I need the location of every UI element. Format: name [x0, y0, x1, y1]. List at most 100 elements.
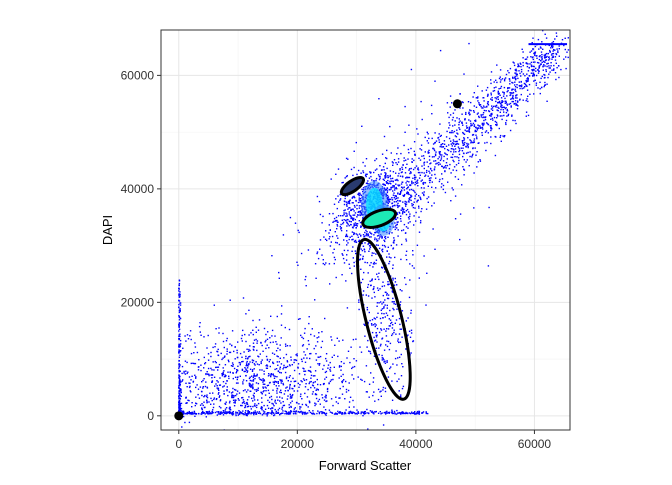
data-point	[227, 412, 229, 414]
data-point	[439, 123, 441, 125]
data-point	[178, 309, 181, 312]
data-point	[506, 108, 508, 111]
data-point	[462, 147, 464, 149]
data-point	[410, 195, 413, 197]
data-point	[357, 411, 359, 414]
data-point	[477, 85, 479, 87]
data-point	[321, 397, 324, 399]
data-point	[365, 175, 367, 178]
data-point	[440, 134, 442, 137]
data-point	[490, 115, 492, 117]
data-point	[405, 203, 408, 205]
data-point	[206, 387, 209, 389]
data-point	[296, 355, 298, 357]
data-point	[392, 247, 395, 249]
data-point	[207, 413, 209, 415]
data-point	[346, 213, 348, 215]
data-point	[441, 178, 444, 180]
data-point	[346, 225, 348, 227]
data-point	[364, 412, 367, 415]
data-point	[351, 250, 353, 252]
data-point	[295, 413, 297, 415]
data-point	[401, 229, 403, 232]
data-point	[235, 394, 237, 397]
data-point	[405, 167, 407, 169]
data-point	[203, 356, 205, 359]
data-point	[353, 225, 355, 227]
data-point	[178, 404, 180, 406]
data-point	[385, 189, 387, 191]
data-point	[442, 167, 445, 169]
data-point	[251, 361, 254, 364]
data-point	[539, 92, 541, 95]
data-point	[339, 412, 341, 414]
data-point	[474, 120, 476, 122]
data-point	[253, 399, 256, 401]
data-point	[246, 364, 248, 366]
data-point	[201, 410, 204, 413]
data-point	[551, 69, 553, 71]
data-point	[274, 375, 276, 378]
data-point	[541, 59, 543, 61]
data-point	[411, 412, 413, 415]
data-point	[383, 307, 385, 309]
data-point	[255, 375, 257, 377]
data-point	[463, 133, 466, 135]
data-point	[433, 149, 436, 152]
data-point	[359, 194, 361, 196]
data-point	[345, 380, 347, 383]
data-point	[252, 387, 254, 390]
data-point	[405, 283, 407, 286]
data-point	[504, 77, 507, 79]
data-point	[249, 383, 251, 385]
data-point	[289, 216, 292, 219]
data-point	[420, 220, 422, 222]
data-point	[384, 236, 387, 238]
data-point	[485, 149, 487, 152]
data-point	[243, 413, 245, 416]
data-point	[402, 385, 405, 388]
data-point	[289, 397, 292, 399]
data-point	[286, 345, 289, 347]
data-point	[391, 202, 394, 204]
data-point	[294, 380, 296, 382]
data-point	[503, 106, 505, 108]
data-point	[534, 61, 536, 63]
data-point	[394, 218, 396, 220]
data-point	[319, 248, 321, 250]
data-point	[360, 194, 363, 196]
data-point	[325, 370, 328, 373]
data-point	[414, 178, 416, 181]
data-point	[266, 412, 269, 414]
data-point	[386, 292, 388, 295]
data-point	[393, 301, 395, 303]
data-point	[490, 94, 492, 96]
data-point	[285, 410, 287, 413]
data-point	[384, 387, 387, 389]
data-point	[487, 94, 489, 96]
data-point	[259, 369, 261, 371]
data-point	[329, 245, 332, 247]
data-point	[249, 355, 251, 358]
data-point	[408, 296, 411, 299]
data-point	[522, 73, 525, 75]
data-point	[400, 353, 402, 356]
data-point	[187, 399, 189, 401]
data-point	[494, 105, 496, 107]
data-point	[500, 105, 502, 107]
data-point	[545, 59, 547, 61]
data-point	[242, 379, 245, 381]
data-point	[207, 359, 210, 361]
data-point	[245, 391, 248, 393]
data-point	[399, 218, 402, 220]
data-point	[416, 412, 418, 415]
data-point	[496, 123, 498, 125]
data-point	[495, 104, 498, 107]
data-point	[508, 72, 510, 74]
data-point	[392, 248, 394, 250]
data-point	[445, 136, 448, 138]
data-point	[384, 176, 386, 178]
data-point	[360, 205, 362, 207]
data-point	[255, 338, 257, 341]
data-point	[180, 402, 183, 405]
